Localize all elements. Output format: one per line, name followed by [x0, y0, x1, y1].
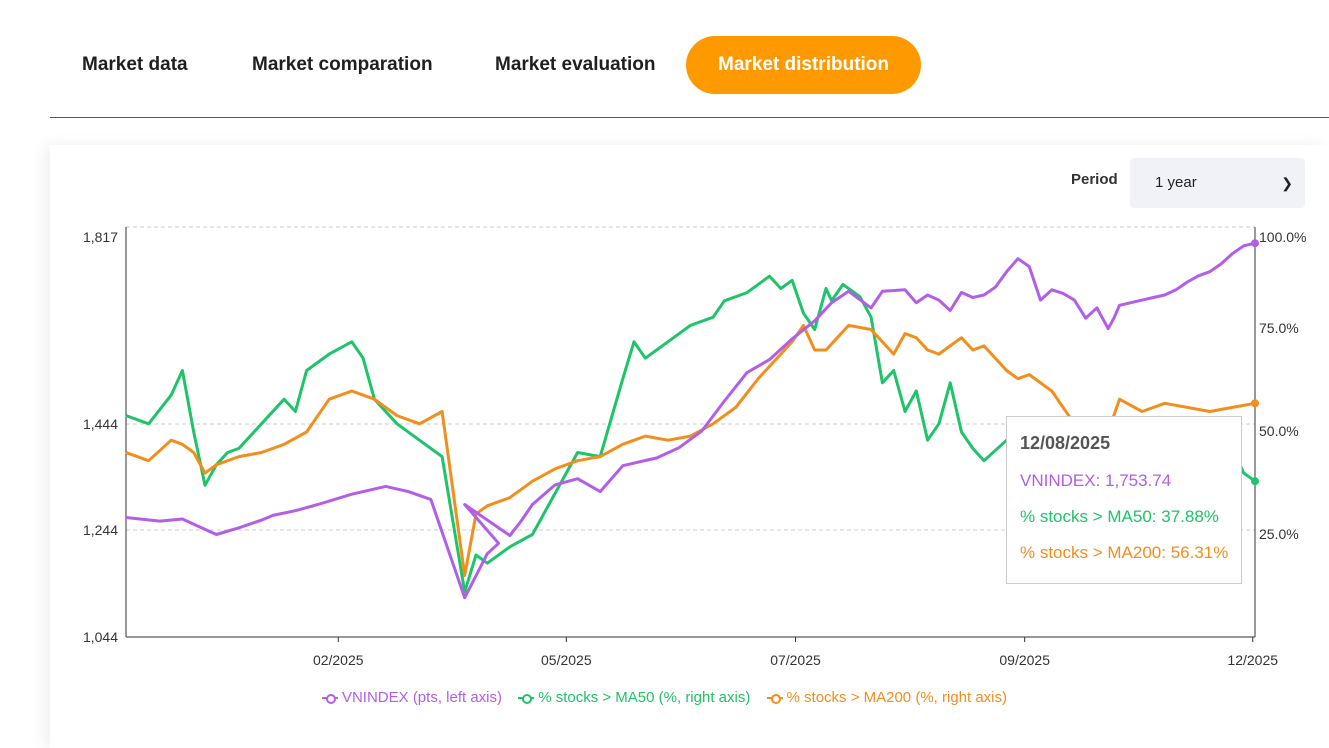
left-axis-tick-label: 1,044 [83, 629, 118, 645]
tooltip-ma200: % stocks > MA200: 56.31% [1020, 543, 1229, 562]
legend-marker-icon [321, 693, 338, 705]
tab-market-evaluation[interactable]: Market evaluation [495, 54, 656, 75]
legend-ma200-label: % stocks > MA200 (%, right axis) [786, 689, 1008, 706]
x-axis-tick-label: 09/2025 [999, 652, 1050, 668]
tooltip-vnindex: VNINDEX: 1,753.74 [1020, 471, 1172, 490]
right-axis-tick-label: 100.0% [1259, 229, 1306, 245]
tooltip-date: 12/08/2025 [1020, 433, 1111, 453]
legend-marker-icon [766, 693, 783, 705]
right-axis-tick-label: 50.0% [1259, 423, 1299, 439]
chevron-down-icon: ❯ [1281, 175, 1293, 191]
period-label: Period [1071, 171, 1118, 188]
period-select[interactable]: 1 year ❯ [1130, 158, 1305, 208]
left-axis-tick-label: 1,817 [83, 229, 118, 245]
chart-legend: VNINDEX (pts, left axis) % stocks > MA50… [0, 689, 1329, 706]
legend-marker-icon [518, 693, 535, 705]
tab-market-data[interactable]: Market data [82, 54, 188, 75]
legend-vnindex-label: VNINDEX (pts, left axis) [341, 689, 503, 706]
series-end-marker-ma200 [1251, 399, 1259, 408]
series-end-marker-ma50 [1251, 477, 1259, 486]
tab-market-distribution[interactable]: Market distribution [686, 36, 922, 94]
legend-ma200[interactable]: % stocks > MA200 (%, right axis) [766, 689, 1008, 706]
right-axis-tick-label: 75.0% [1259, 320, 1299, 336]
legend-ma50[interactable]: % stocks > MA50 (%, right axis) [518, 689, 750, 706]
x-axis-tick-label: 05/2025 [541, 652, 592, 668]
tab-bar: Market data Market comparation Market ev… [50, 34, 1329, 98]
legend-vnindex[interactable]: VNINDEX (pts, left axis) [321, 689, 503, 706]
series-end-marker-vnindex [1251, 239, 1259, 248]
tab-market-comparation[interactable]: Market comparation [252, 54, 433, 75]
series-line-vnindex [125, 241, 1256, 600]
left-axis-tick-label: 1,444 [83, 416, 118, 432]
x-axis-tick-label: 02/2025 [313, 652, 364, 668]
legend-ma50-label: % stocks > MA50 (%, right axis) [538, 689, 751, 706]
tab-divider [50, 117, 1329, 118]
series-line-ma200 [125, 323, 1256, 577]
left-axis-tick-label: 1,244 [83, 522, 118, 538]
x-axis-tick-label: 12/2025 [1227, 652, 1278, 668]
tooltip-ma50: % stocks > MA50: 37.88% [1020, 507, 1219, 526]
right-axis-tick-label: 25.0% [1259, 526, 1299, 542]
chart-tooltip: 12/08/2025 VNINDEX: 1,753.74 % stocks > … [1006, 416, 1242, 584]
x-axis-tick-label: 07/2025 [770, 652, 821, 668]
period-selected-value: 1 year [1155, 174, 1197, 191]
